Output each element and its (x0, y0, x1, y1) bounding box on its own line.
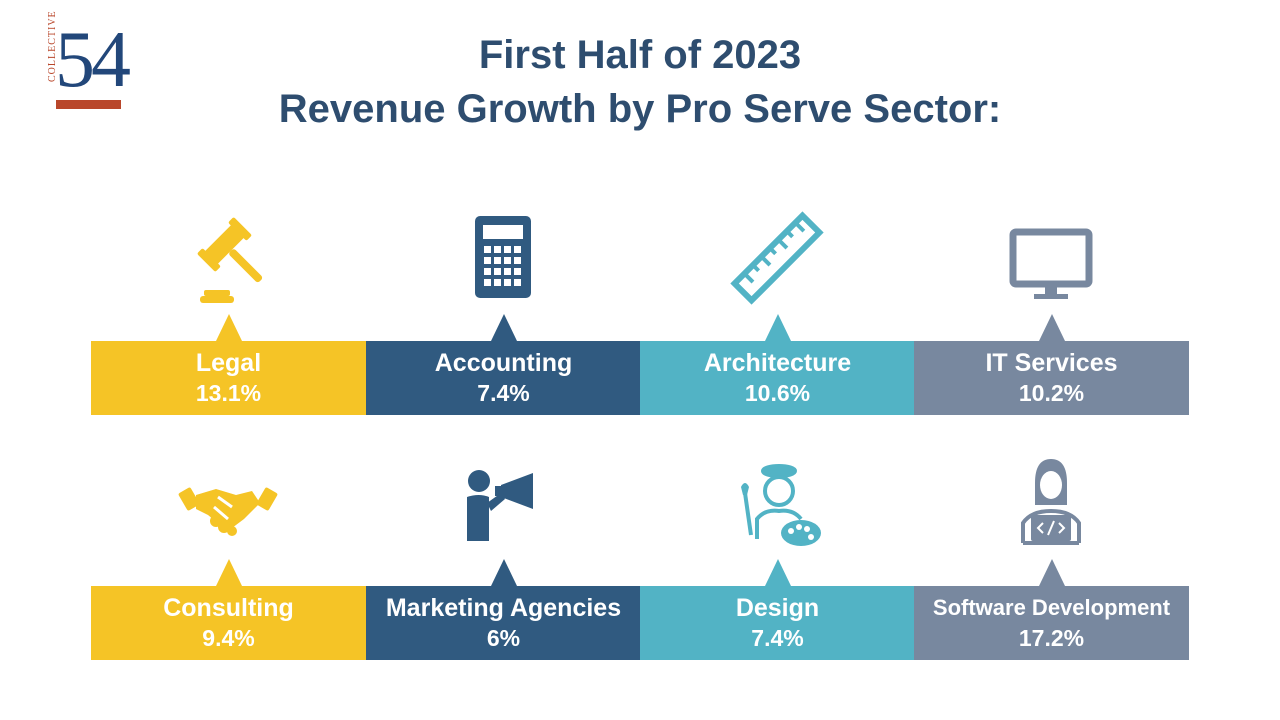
logo-bar (56, 100, 121, 109)
sector-growth: 13.1% (195, 380, 262, 406)
sector-card-accounting: Accounting 7.4% (366, 200, 641, 415)
monitor-icon (1001, 208, 1101, 308)
sector-box: IT Services 10.2% (914, 341, 1189, 415)
logo-number: 54 (55, 16, 131, 104)
sector-box: Marketing Agencies 6% (366, 586, 641, 660)
sector-box: Consulting 9.4% (91, 586, 366, 660)
pointer-triangle (1039, 559, 1065, 586)
sector-growth: 7.4% (751, 625, 804, 651)
megaphone-person-icon (453, 453, 553, 553)
sector-name: Software Development (932, 595, 1171, 620)
collective54-logo: COLLECTIVE 54 (40, 10, 131, 112)
pointer-triangle (216, 314, 242, 341)
sector-box: Software Development 17.2% (914, 586, 1189, 660)
sector-name: Design (735, 594, 820, 622)
pointer-triangle (491, 314, 517, 341)
artist-palette-icon (727, 453, 827, 553)
title-line-1: First Half of 2023 (478, 33, 802, 77)
sector-card-legal: Legal 13.1% (91, 200, 366, 415)
sector-growth: 17.2% (1018, 625, 1085, 651)
sector-box: Legal 13.1% (91, 341, 366, 415)
sector-box: Design 7.4% (640, 586, 915, 660)
pointer-triangle (765, 559, 791, 586)
sector-card-design: Design 7.4% (640, 445, 915, 660)
sector-growth: 6% (486, 625, 521, 651)
sector-card-architecture: Architecture 10.6% (640, 200, 915, 415)
sector-name: Marketing Agencies (385, 594, 622, 622)
calculator-icon (453, 208, 553, 308)
developer-laptop-icon (1001, 453, 1101, 553)
pointer-triangle (765, 314, 791, 341)
title-line-2: Revenue Growth by Pro Serve Sector: (278, 87, 1002, 131)
sector-box: Accounting 7.4% (366, 341, 641, 415)
pointer-triangle (1039, 314, 1065, 341)
sector-name: IT Services (985, 349, 1118, 377)
pointer-triangle (216, 559, 242, 586)
sector-name: Legal (195, 349, 262, 377)
sector-card-marketing-agencies: Marketing Agencies 6% (366, 445, 641, 660)
pointer-triangle (491, 559, 517, 586)
sector-name: Accounting (434, 349, 573, 377)
sector-card-consulting: Consulting 9.4% (91, 445, 366, 660)
sector-growth: 7.4% (477, 380, 530, 406)
handshake-icon (178, 453, 278, 553)
sector-growth: 10.2% (1018, 380, 1085, 406)
sector-growth: 9.4% (202, 625, 255, 651)
page-title: First Half of 2023 Revenue Growth by Pro… (140, 28, 1140, 136)
sector-name: Consulting (163, 594, 294, 622)
sector-card-software-development: Software Development 17.2% (914, 445, 1189, 660)
sector-card-it-services: IT Services 10.2% (914, 200, 1189, 415)
gavel-icon (178, 208, 278, 308)
sector-box: Architecture 10.6% (640, 341, 915, 415)
sector-growth: 10.6% (744, 380, 811, 406)
ruler-icon (727, 208, 827, 308)
sector-name: Architecture (703, 349, 852, 377)
